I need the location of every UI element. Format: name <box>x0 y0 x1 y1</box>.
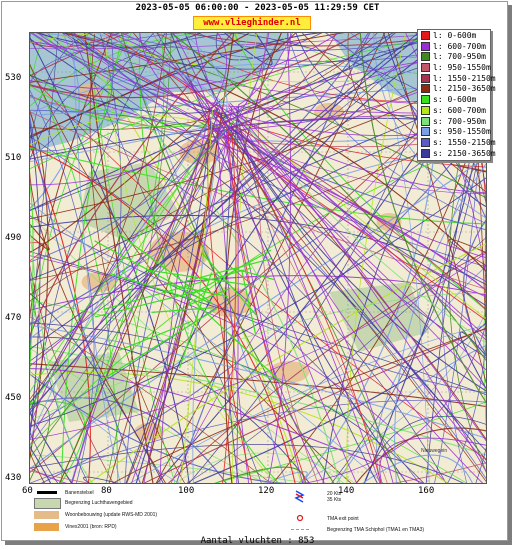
legend-swatch <box>421 105 430 115</box>
legend-label: l: 1550-2150m <box>433 73 496 83</box>
airport-area-label: Begrenzing Luchthavengebied <box>65 500 133 506</box>
legend-label: l: 950-1550m <box>433 63 491 73</box>
legend-label: s: 1550-2150m <box>433 137 496 147</box>
coordinate-grid <box>29 32 487 484</box>
vinex-swatch <box>34 523 59 531</box>
y-tick-430: 430 <box>5 473 22 483</box>
legend-item: s: 700-950m <box>421 116 490 128</box>
flights-count: Aantal vluchten : 853 <box>200 536 315 546</box>
altitude-legend: l: 0-600m l: 600-700m l: 700-950m l: 950-15… <box>417 29 496 162</box>
legend-swatch <box>421 73 430 83</box>
x-tick-120: 120 <box>258 486 275 496</box>
x-tick-160: 160 <box>418 486 435 496</box>
legend-swatch <box>421 127 430 137</box>
wind-35-label: 35 Kts <box>327 497 342 503</box>
legend-item: s: 950-1550m <box>421 127 491 138</box>
x-tick-60: 60 <box>22 486 33 496</box>
legend-swatch <box>421 63 430 73</box>
legend-item: s: 600-700m <box>421 105 490 117</box>
legend-swatch <box>421 116 430 126</box>
runway-swatch <box>37 491 57 494</box>
legend-swatch <box>421 148 430 158</box>
tma-exit-label: TMA exit point <box>327 516 359 522</box>
y-tick-510: 510 <box>5 153 22 163</box>
y-tick-470: 470 <box>5 313 22 323</box>
legend-label: l: 0-600m <box>433 31 477 40</box>
legend-label: s: 700-950m <box>433 116 486 126</box>
time-range-title: 2023-05-05 06:00:00 - 2023-05-05 11:29:5… <box>135 3 380 13</box>
x-tick-80: 80 <box>101 486 112 496</box>
legend-label: l: 2150-3650m <box>433 84 496 94</box>
legend-swatch <box>421 84 430 94</box>
legend-label: s: 0-600m <box>433 95 477 105</box>
residential-label: Woonbebouwing (update RWS-MD 2001) <box>65 512 158 518</box>
legend-label: l: 700-950m <box>433 52 486 62</box>
legend-item: s: 0-600m <box>421 95 490 106</box>
legend-item: l: 700-950m <box>421 52 490 63</box>
tma-boundary-swatch <box>291 529 309 530</box>
legend-swatch <box>421 31 430 40</box>
legend-swatch <box>421 41 430 51</box>
vinex-label: Vinex2001 (bron: RPD) <box>65 524 117 530</box>
legend-label: s: 2150-3650m <box>433 148 496 158</box>
legend-label: s: 600-700m <box>433 105 486 115</box>
legend-item: l: 0-600m <box>421 31 490 42</box>
legend-item: l: 600-700m <box>421 41 490 53</box>
legend-item: s: 2150-3650m <box>421 148 496 160</box>
airport-area-swatch <box>34 498 61 509</box>
legend-item: l: 2150-3650m <box>421 84 496 95</box>
legend-item: l: 1550-2150m <box>421 73 496 85</box>
legend-swatch <box>421 137 430 147</box>
place-label-nieuwegein: Nieuwegein <box>421 448 447 454</box>
bottom-legend: Banenstelsel Begrenzing Luchthavengebied… <box>29 484 487 536</box>
x-tick-100: 100 <box>178 486 195 496</box>
site-badge[interactable]: www.vlieghinder.nl <box>193 16 311 30</box>
x-tick-140: 140 <box>338 486 355 496</box>
wind-20-label: 20 Kts <box>327 491 342 497</box>
legend-swatch <box>421 52 430 62</box>
legend-item: l: 950-1550m <box>421 63 491 74</box>
wind-arrow-icon <box>294 490 305 503</box>
tma-exit-point-icon <box>296 514 304 522</box>
runway-label: Banenstelsel <box>65 490 94 496</box>
legend-swatch <box>421 95 430 105</box>
legend-item: s: 1550-2150m <box>421 137 496 149</box>
y-tick-530: 530 <box>5 73 22 83</box>
tma-boundary-label: Begrenzing TMA Schiphol (TMA1 en TMA3) <box>327 527 425 533</box>
legend-label: s: 950-1550m <box>433 127 491 137</box>
y-tick-450: 450 <box>5 393 22 403</box>
legend-label: l: 600-700m <box>433 41 486 51</box>
residential-swatch <box>34 511 59 519</box>
y-tick-490: 490 <box>5 233 22 243</box>
